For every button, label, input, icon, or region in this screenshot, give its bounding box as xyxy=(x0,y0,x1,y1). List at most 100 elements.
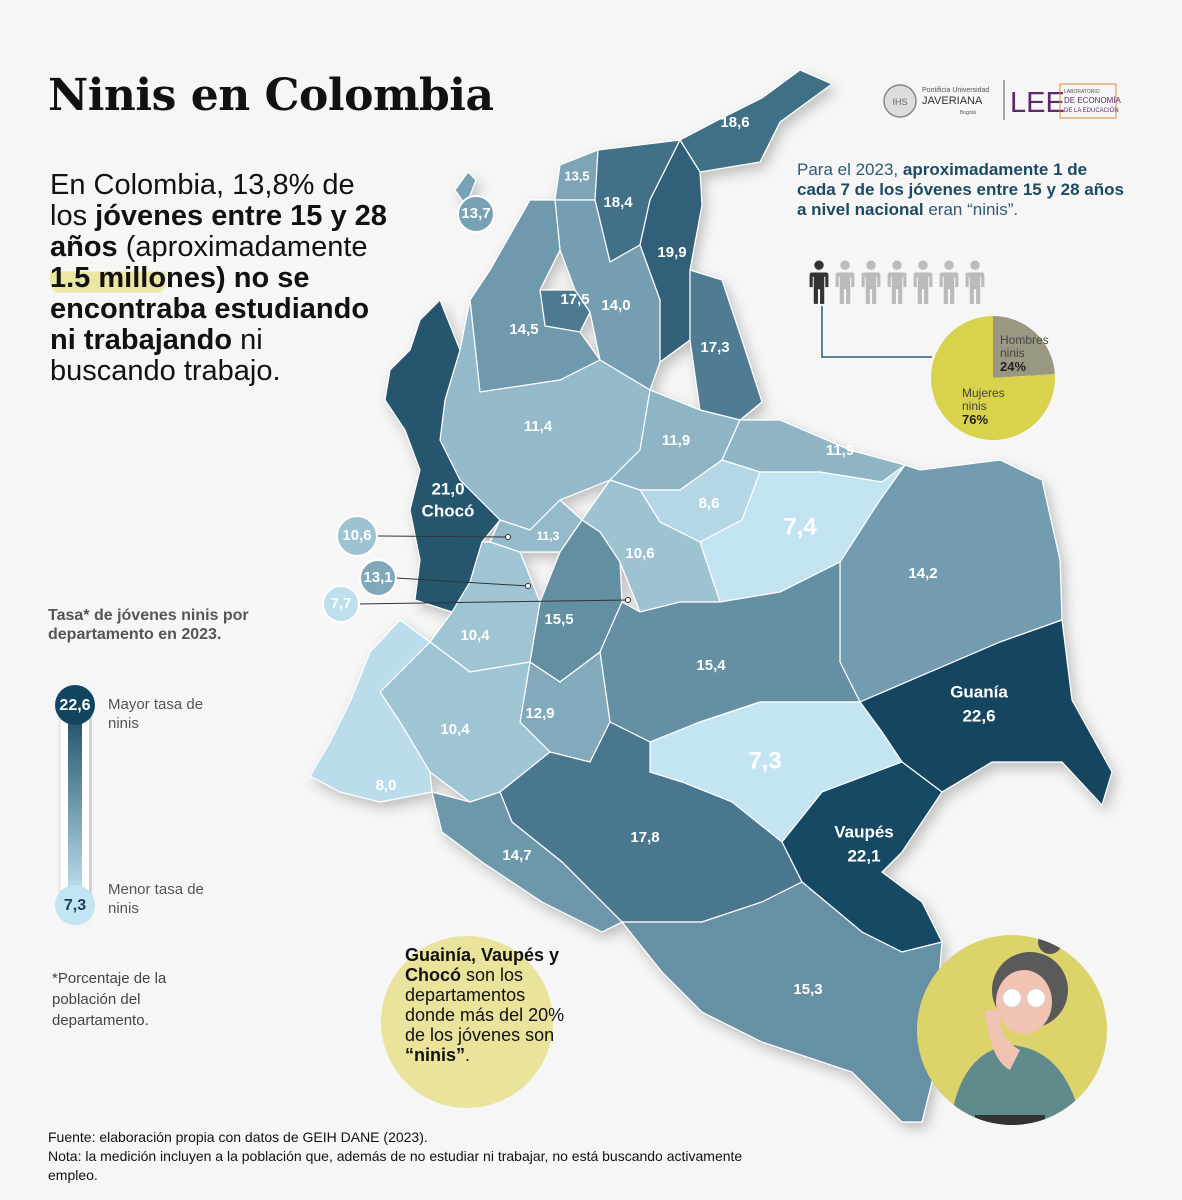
department-label: 17,8 xyxy=(630,829,659,846)
callout-text: Guainía, Vaupés y Chocó son los departam… xyxy=(405,945,565,1065)
department xyxy=(384,298,501,613)
department-label: 11,4 xyxy=(524,418,553,435)
legend-max-dot xyxy=(55,685,95,725)
department-label: 14,5 xyxy=(509,321,538,338)
department xyxy=(689,269,763,421)
logo-lab: LEE xyxy=(1010,87,1065,119)
legend: 22,6 7,3 xyxy=(55,685,95,925)
logo-text: LABORATORIO xyxy=(1064,89,1100,95)
logos: IHS Pontificia Universidad JAVERIANA Bog… xyxy=(883,80,1122,120)
legend-max-text: Mayor tasa de ninis xyxy=(108,696,204,732)
department-label: 11,9 xyxy=(662,432,690,449)
pie-slice xyxy=(993,316,1055,378)
text-segment: . xyxy=(465,1045,471,1065)
department-label: 17,5 xyxy=(560,291,589,308)
department xyxy=(431,791,624,933)
department-bubble xyxy=(359,559,397,597)
department-name: Guanía xyxy=(950,682,1008,701)
department-label: 10,4 xyxy=(460,627,490,644)
legend-title: Tasa* de jóvenes ninis por departamento … xyxy=(48,607,249,643)
hair-bun xyxy=(1038,935,1062,954)
department xyxy=(639,138,703,364)
text-segment: jóvenes entre 15 y 28 años xyxy=(50,200,387,263)
department-label: 21,0 xyxy=(431,479,464,498)
glasses xyxy=(1026,988,1046,1008)
arm xyxy=(985,1010,1020,1070)
person xyxy=(939,260,959,304)
department-label: 7,3 xyxy=(748,747,781,774)
connector xyxy=(821,306,932,358)
department xyxy=(554,199,661,391)
department-label: 8,6 xyxy=(699,495,720,512)
logo-text: Bogotá xyxy=(960,110,976,116)
legend-min-text: Menor tasa de ninis xyxy=(108,881,204,917)
department-bubble xyxy=(457,195,495,233)
pie-name: Hombres ninis xyxy=(1000,333,1049,360)
leader-dot xyxy=(625,597,631,603)
pie xyxy=(931,316,1055,440)
department xyxy=(454,171,477,208)
text-segment: (aproximadamente xyxy=(117,231,368,263)
desk xyxy=(975,1115,1045,1125)
note: Nota: la medición incluyen a la població… xyxy=(48,1148,743,1183)
department-name: Vaupés xyxy=(834,822,894,841)
legend-bar xyxy=(68,700,82,900)
text-segment: “ninis” xyxy=(405,1045,466,1065)
department-label: 18,4 xyxy=(603,194,633,211)
people-icons xyxy=(809,260,985,358)
person xyxy=(861,260,881,304)
intro-text: En Colombia, 13,8% de los jóvenes entre … xyxy=(50,170,395,387)
map xyxy=(309,69,1113,1123)
department-label: 18,6 xyxy=(720,114,749,131)
logo-text: JAVERIANA xyxy=(922,95,983,107)
department-label: 11,3 xyxy=(537,529,560,543)
logo-text: DE ECONOMÍA xyxy=(1064,96,1122,105)
department-label: 15,3 xyxy=(793,981,822,998)
department-label: 11,9 xyxy=(826,442,854,459)
department-label: 17,3 xyxy=(700,339,729,356)
department-label: 14,0 xyxy=(601,297,630,314)
leader-line xyxy=(376,535,509,538)
legend-min-dot xyxy=(55,885,95,925)
text-segment: Guainía, Vaupés y Chocó xyxy=(405,945,560,985)
department-label: 15,4 xyxy=(696,657,726,674)
department-label: 10,6 xyxy=(625,545,654,562)
crest-mark: IHS xyxy=(892,97,907,107)
illustration xyxy=(917,935,1107,1125)
person xyxy=(835,260,855,304)
person xyxy=(965,260,985,304)
text-segment: eran “ninis”. xyxy=(923,200,1019,219)
department-label: 22,6 xyxy=(962,706,995,725)
text-segment: 1.5 millo xyxy=(50,262,167,294)
department-label: 8,0 xyxy=(376,777,397,794)
department-label: 13,1 xyxy=(363,569,392,586)
footer: Fuente: elaboración propia con datos de … xyxy=(48,1128,768,1185)
logo-text: DE LA EDUCACIÓN xyxy=(1064,107,1119,114)
text-segment: ni buscando trabajo. xyxy=(50,324,281,387)
body xyxy=(950,1045,1082,1125)
leader-dot xyxy=(525,583,531,589)
pie-slice xyxy=(931,316,1055,440)
legend-max-label: 22,6 xyxy=(59,697,90,714)
pie-name: Mujeres ninis xyxy=(962,386,1005,413)
department-name: Chocó xyxy=(422,501,475,520)
callout-bubble xyxy=(381,936,553,1108)
source: Fuente: elaboración propia con datos de … xyxy=(48,1129,428,1145)
pie-label: Hombres ninis 24% xyxy=(1000,334,1062,374)
pie-value: 24% xyxy=(1000,359,1027,374)
leader-line xyxy=(395,577,529,587)
logo-text: Pontificia Universidad xyxy=(922,87,989,94)
person-nini xyxy=(809,260,829,304)
department xyxy=(679,69,834,173)
text-segment: En Colombia, 13,8% de los xyxy=(50,169,355,232)
department-label: 13,5 xyxy=(564,168,589,183)
logo-box xyxy=(1059,83,1117,119)
glasses xyxy=(1002,988,1022,1008)
department-label: 15,5 xyxy=(544,611,573,628)
department-label: 10,6 xyxy=(342,527,371,544)
pie-label: Mujeres ninis 76% xyxy=(962,387,1024,427)
text-segment: nes) no se encontraba estudiando ni trab… xyxy=(50,262,370,356)
crest xyxy=(883,84,917,118)
